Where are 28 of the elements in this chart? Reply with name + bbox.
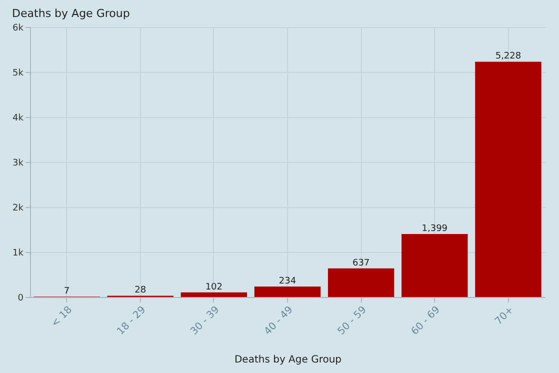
data-label: 7 [64,286,70,297]
bar [402,234,468,297]
y-tick-label: 5k [12,68,24,78]
data-label: 5,228 [495,52,522,62]
x-tick-label: < 18 [50,304,75,330]
data-label: 102 [205,282,223,292]
data-label: 637 [352,258,370,268]
bar [254,286,321,297]
x-tick-label: 50 - 59 [336,304,369,338]
y-tick-label: 2k [12,204,24,214]
x-tick-label: 40 - 49 [262,304,296,338]
x-tick-label: 70+ [493,304,516,328]
y-tick-label: 0 [18,294,24,304]
bar [180,292,248,297]
y-tick-label: 3k [12,158,24,168]
x-tick-label: 60 - 69 [410,304,442,338]
x-tick-label: 30 - 39 [188,304,222,338]
data-label: 234 [278,276,296,286]
y-tick-label: 1k [12,248,24,258]
data-label: 28 [134,286,146,296]
x-tick-label: 18 - 29 [115,304,148,338]
y-tick-label: 4k [12,114,24,124]
bar [328,268,394,297]
text: Deaths by Age Group [234,354,342,366]
bar [475,62,542,297]
chart-title: Deaths by Age Group [12,7,130,20]
y-tick-label: 6k [12,24,24,34]
data-label: 1,399 [422,224,448,234]
